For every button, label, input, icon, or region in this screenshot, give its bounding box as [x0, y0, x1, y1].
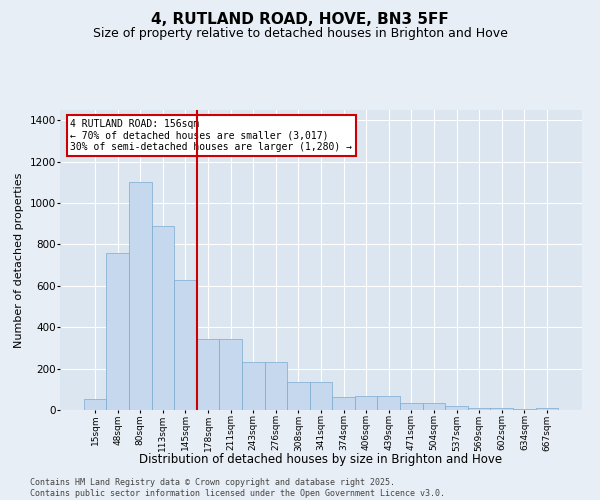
Text: Size of property relative to detached houses in Brighton and Hove: Size of property relative to detached ho…: [92, 28, 508, 40]
Bar: [490, 408, 513, 410]
Bar: [332, 396, 355, 410]
Bar: [174, 280, 197, 410]
Bar: [445, 406, 468, 410]
Bar: [422, 403, 445, 410]
Bar: [400, 403, 422, 410]
Y-axis label: Number of detached properties: Number of detached properties: [14, 172, 24, 348]
Text: 4, RUTLAND ROAD, HOVE, BN3 5FF: 4, RUTLAND ROAD, HOVE, BN3 5FF: [151, 12, 449, 28]
Bar: [287, 382, 310, 410]
Bar: [242, 362, 265, 410]
Bar: [355, 396, 377, 410]
Bar: [106, 253, 129, 410]
Bar: [152, 226, 174, 410]
Bar: [129, 182, 152, 410]
Text: Contains HM Land Registry data © Crown copyright and database right 2025.
Contai: Contains HM Land Registry data © Crown c…: [30, 478, 445, 498]
Bar: [197, 338, 220, 410]
Bar: [84, 398, 106, 410]
Bar: [536, 408, 558, 410]
Bar: [265, 362, 287, 410]
Bar: [377, 396, 400, 410]
Bar: [220, 338, 242, 410]
Text: 4 RUTLAND ROAD: 156sqm
← 70% of detached houses are smaller (3,017)
30% of semi-: 4 RUTLAND ROAD: 156sqm ← 70% of detached…: [70, 119, 352, 152]
Bar: [468, 408, 490, 410]
Text: Distribution of detached houses by size in Brighton and Hove: Distribution of detached houses by size …: [139, 452, 503, 466]
Bar: [310, 382, 332, 410]
